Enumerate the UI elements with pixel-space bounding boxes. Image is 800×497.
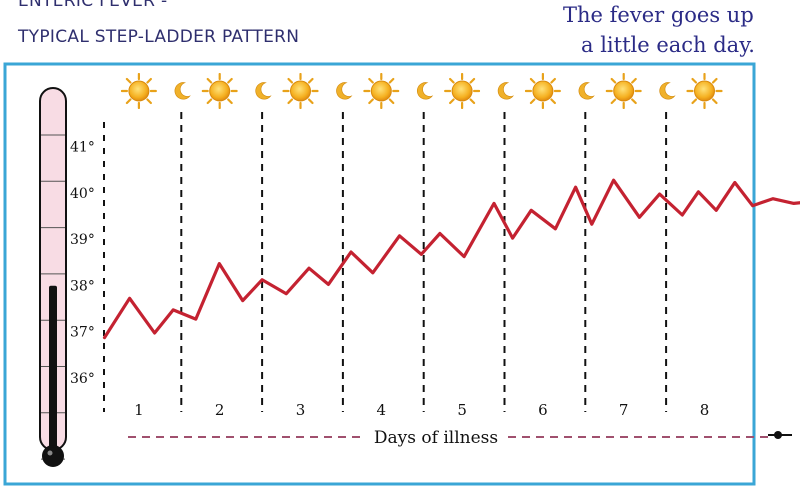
y-tick-label: 40°	[70, 186, 95, 202]
handwritten-note-line-1: The fever goes up	[563, 3, 754, 27]
temperature-line	[102, 178, 800, 340]
y-tick-label: 38°	[70, 278, 95, 294]
sun-icon	[201, 73, 238, 109]
y-tick-label: 41°	[70, 140, 95, 156]
y-tick-labels: 36° 37° 38° 39° 40° 41°	[70, 140, 95, 388]
temperature-series	[102, 178, 800, 340]
day-label: 5	[457, 401, 467, 419]
y-tick-label: 39°	[70, 232, 95, 248]
chart-title-line-2: TYPICAL STEP-LADDER PATTERN	[18, 27, 300, 47]
moon-icon	[174, 82, 191, 100]
moon-icon	[497, 82, 514, 100]
x-axis-label: Days of illness	[374, 428, 498, 448]
day-label: 4	[377, 401, 387, 419]
day-label: 1	[134, 401, 144, 419]
x-axis: Days of illness	[128, 428, 792, 448]
sun-icon	[120, 73, 157, 109]
thermometer-icon	[39, 87, 67, 467]
day-label: 7	[619, 401, 629, 419]
y-tick-label: 37°	[70, 325, 95, 341]
frame-border	[3, 62, 756, 486]
thermometer-mercury	[49, 285, 57, 452]
moon-icon	[578, 82, 595, 100]
sun-icon	[524, 73, 561, 109]
y-tick-label: 36°	[70, 371, 95, 387]
sun-icon	[605, 73, 642, 109]
chart-title-line-1: ENTERIC FEVER -	[18, 0, 168, 11]
sun-icon	[686, 73, 723, 109]
day-label: 3	[296, 401, 306, 419]
moon-icon	[659, 82, 675, 100]
day-dividers	[180, 112, 668, 412]
sun-icon	[444, 73, 481, 109]
sun-icon	[282, 73, 319, 109]
moon-icon	[255, 82, 271, 100]
day-label: 2	[215, 401, 225, 419]
day-night-icons	[120, 73, 723, 109]
thermometer-bulb	[42, 445, 64, 467]
thermometer-bulb-shine	[47, 450, 53, 456]
handwritten-note-line-2: a little each day.	[581, 33, 755, 57]
moon-icon	[416, 82, 433, 100]
x-tick-labels: 1 2 3 4 5 6 7 8	[134, 401, 709, 419]
x-axis-end-marker	[774, 431, 782, 439]
moon-icon	[336, 82, 352, 100]
chart-frame	[3, 62, 756, 486]
sun-icon	[363, 73, 400, 109]
day-label: 6	[538, 401, 548, 419]
day-label: 8	[700, 401, 710, 419]
